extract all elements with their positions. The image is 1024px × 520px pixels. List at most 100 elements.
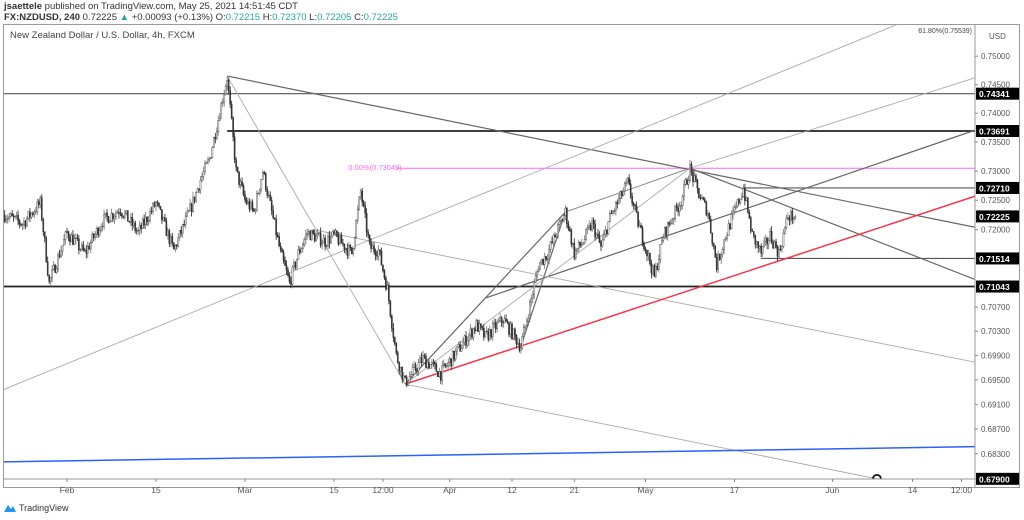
- candle: [20, 223, 22, 226]
- candle: [230, 104, 233, 119]
- candle: [211, 147, 214, 158]
- dark-trendline[interactable]: [689, 167, 975, 281]
- candle: [545, 256, 547, 260]
- candle: [11, 213, 13, 217]
- candle: [263, 172, 266, 174]
- candle: [469, 328, 472, 336]
- candle: [201, 176, 203, 181]
- candle: [214, 137, 217, 139]
- candle: [730, 214, 733, 230]
- candle: [113, 216, 116, 219]
- candle: [355, 220, 358, 238]
- light-trendline[interactable]: [404, 167, 691, 385]
- candle: [477, 320, 479, 332]
- candle: [181, 224, 184, 234]
- candle: [138, 224, 141, 231]
- candle: [213, 137, 215, 148]
- candle: [262, 172, 264, 180]
- candle: [485, 330, 488, 332]
- candle: [248, 201, 251, 210]
- candle: [312, 230, 315, 234]
- candle: [294, 262, 297, 268]
- candle: [14, 215, 16, 218]
- candle: [505, 318, 507, 322]
- published-text: published on TradingView.com, May 25, 20…: [44, 1, 298, 12]
- candle: [391, 315, 393, 329]
- candle: [620, 191, 623, 197]
- candle: [115, 212, 117, 217]
- candle: [150, 211, 153, 213]
- candle: [345, 248, 347, 250]
- candle: [395, 343, 398, 353]
- candle: [373, 245, 375, 252]
- candle: [483, 328, 485, 338]
- candle: [110, 213, 113, 222]
- light-trendline[interactable]: [689, 77, 975, 169]
- price-badge: 0.72710: [976, 181, 1019, 194]
- candle: [715, 257, 718, 270]
- candle: [337, 236, 340, 245]
- candle: [767, 240, 770, 245]
- candle: [8, 216, 10, 219]
- author[interactable]: jsaettele: [4, 1, 43, 12]
- red-trendline[interactable]: [404, 195, 975, 385]
- light-trendline[interactable]: [0, 0, 975, 393]
- candle: [143, 218, 145, 226]
- y-tick-label: 0.72500: [981, 196, 1010, 205]
- candle: [425, 355, 427, 368]
- candle: [349, 245, 352, 248]
- candle: [475, 320, 478, 331]
- x-tick-label: Feb: [60, 485, 75, 495]
- candle: [635, 205, 638, 213]
- dark-trendline[interactable]: [404, 211, 566, 385]
- candle: [165, 220, 168, 236]
- candle: [232, 117, 234, 138]
- candle: [526, 320, 528, 326]
- candle: [379, 249, 381, 252]
- candle: [484, 331, 487, 338]
- candle: [365, 213, 368, 233]
- candle: [396, 352, 399, 363]
- candle: [414, 364, 417, 371]
- price-badge-bg: [976, 87, 1019, 100]
- blue-trendline[interactable]: [0, 445, 975, 463]
- mid-trendline[interactable]: [565, 167, 691, 213]
- candle: [398, 362, 401, 372]
- candle: [321, 242, 323, 246]
- candle: [331, 231, 334, 237]
- plot-area[interactable]: [0, 0, 975, 483]
- price-badge-label: 0.74341: [979, 89, 1010, 99]
- candle: [186, 211, 188, 217]
- candle: [322, 237, 325, 244]
- light-trendline[interactable]: [226, 75, 406, 385]
- footer-brand[interactable]: TradingView: [19, 503, 69, 513]
- light-trendline[interactable]: [316, 229, 975, 363]
- candle: [152, 203, 154, 212]
- candle: [537, 269, 540, 272]
- light-trendline[interactable]: [405, 383, 877, 479]
- candle: [401, 366, 404, 380]
- candle: [155, 201, 157, 207]
- candle: [763, 240, 765, 247]
- candle: [677, 208, 679, 212]
- candle: [623, 183, 626, 192]
- candle: [82, 244, 85, 251]
- candle: [625, 181, 628, 184]
- candle: [297, 249, 300, 260]
- candle: [480, 323, 482, 327]
- candle: [89, 242, 92, 250]
- candle: [701, 197, 703, 199]
- candle: [574, 249, 577, 259]
- candle: [17, 215, 19, 221]
- candle: [721, 249, 724, 255]
- dark-trendline[interactable]: [485, 129, 975, 299]
- candle: [98, 229, 101, 236]
- dark-trendline[interactable]: [227, 75, 975, 228]
- candle: [549, 241, 552, 250]
- price-badge-label: 0.72225: [979, 212, 1010, 222]
- candle: [644, 248, 647, 251]
- candle: [637, 211, 639, 227]
- candle: [698, 188, 700, 199]
- close-label: C:: [354, 12, 364, 23]
